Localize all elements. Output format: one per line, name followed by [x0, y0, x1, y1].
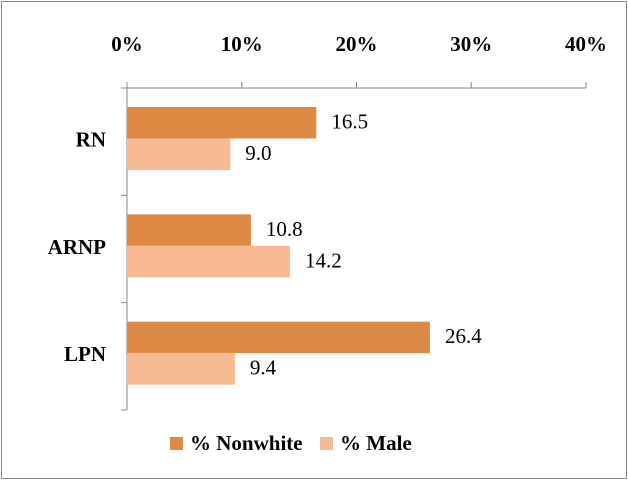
legend-swatch: [320, 437, 333, 450]
x-tick-label: 10%: [221, 32, 263, 56]
value-label: 10.8: [266, 217, 303, 241]
bar: [127, 321, 430, 354]
legend-label: % Male: [340, 431, 412, 455]
x-tick-label: 40%: [565, 32, 607, 56]
value-label: 26.4: [445, 324, 482, 348]
value-label: 16.5: [331, 110, 368, 134]
bar: [127, 138, 231, 170]
value-label: 14.2: [305, 248, 342, 272]
y-tick-label: ARNP: [48, 235, 106, 259]
y-tick-label: RN: [76, 127, 106, 151]
legend-label: % Nonwhite: [190, 431, 303, 455]
bar: [127, 107, 317, 139]
y-tick-label: LPN: [64, 342, 106, 366]
bar: [127, 245, 290, 278]
x-tick-label: 0%: [111, 32, 143, 56]
value-label: 9.0: [245, 141, 271, 165]
bar: [127, 214, 251, 246]
legend-swatch: [170, 437, 183, 450]
value-label: 9.4: [250, 356, 277, 380]
bar: [127, 353, 235, 385]
x-tick-label: 20%: [336, 32, 378, 56]
x-tick-label: 30%: [450, 32, 492, 56]
